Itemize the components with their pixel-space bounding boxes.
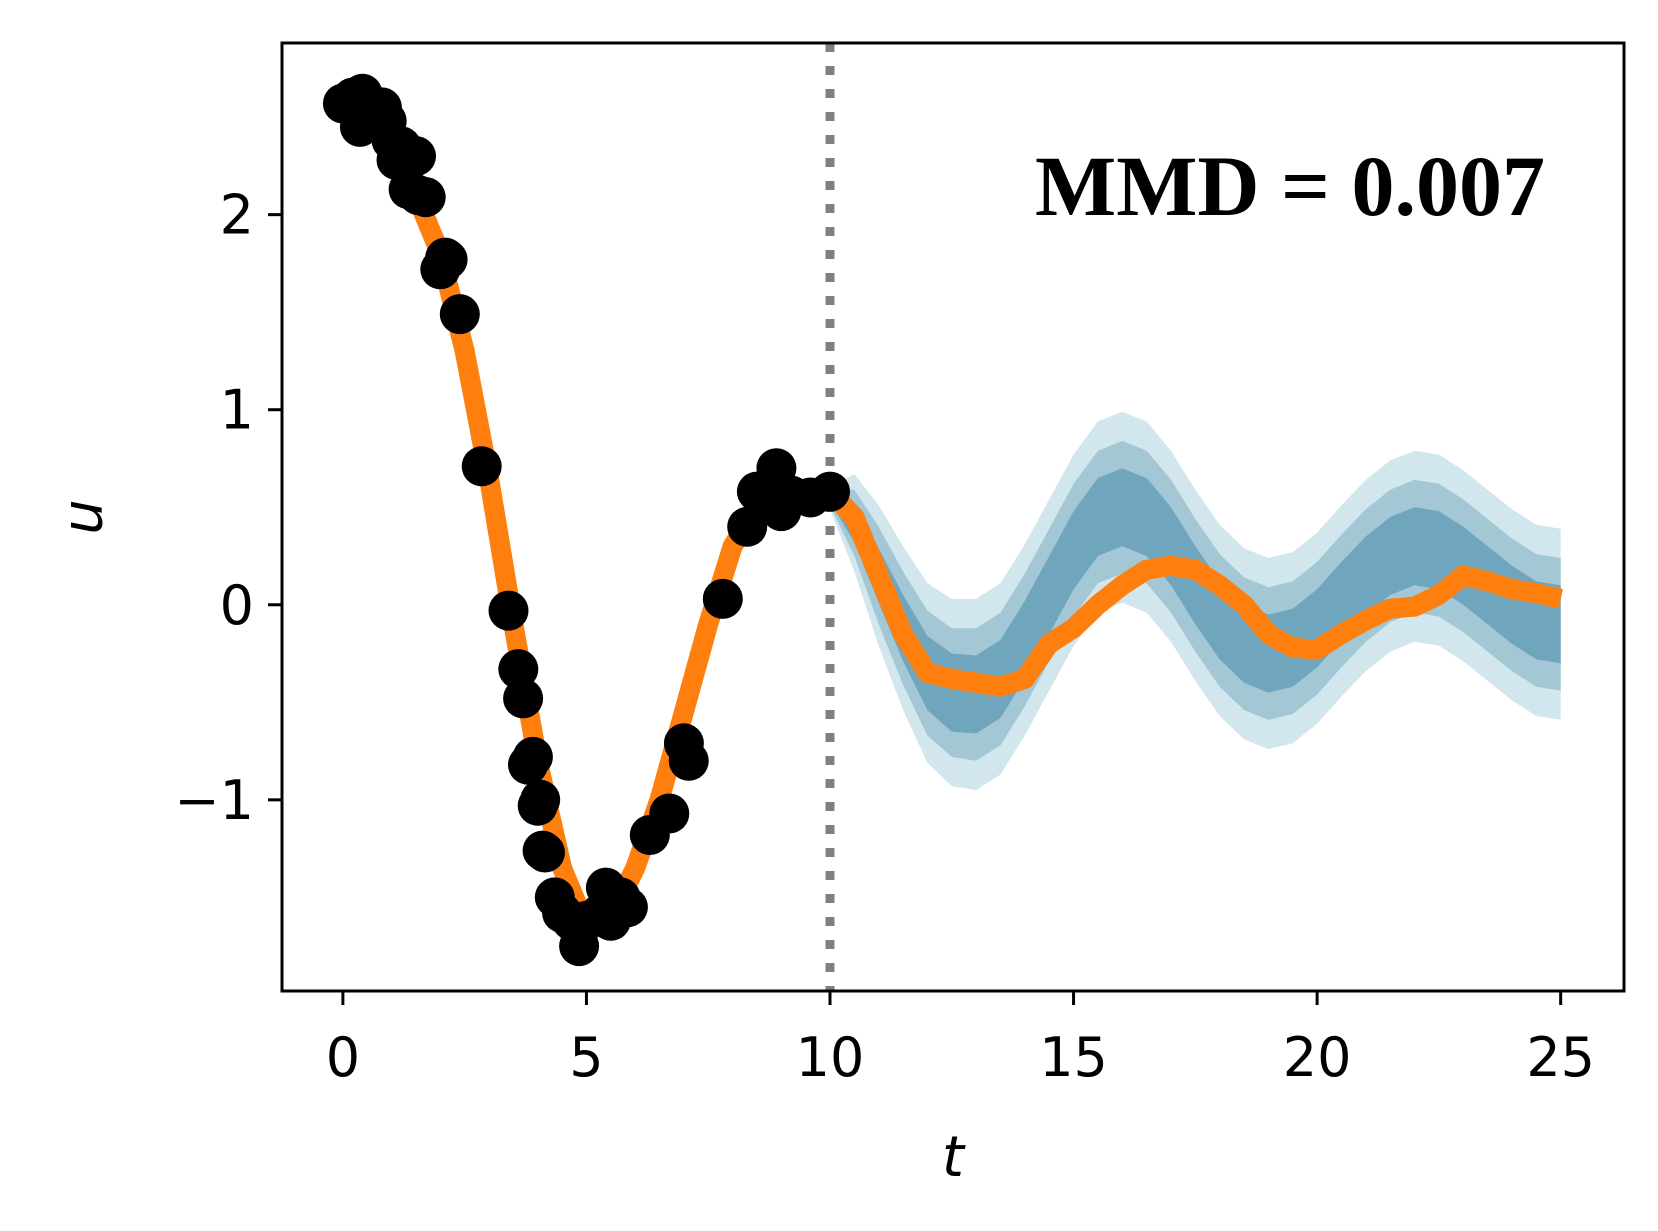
y-axis-label: u (51, 499, 116, 535)
y-tick-label: 0 (220, 574, 254, 637)
observation-point (649, 793, 690, 834)
x-tick-label: 0 (326, 1026, 360, 1089)
observation-point (396, 136, 436, 177)
observation-point (810, 471, 850, 512)
observation-point (503, 678, 544, 719)
observation-point (702, 578, 743, 619)
observation-point (425, 237, 466, 278)
plot-frame (280, 41, 1626, 993)
x-tick-label: 5 (569, 1026, 603, 1089)
band-inner (830, 468, 1561, 734)
observation-point (512, 736, 553, 777)
observation-point (607, 887, 648, 928)
y-tick-label: 2 (220, 184, 254, 247)
observation-point (461, 446, 502, 487)
x-axis-label: t (942, 1125, 966, 1190)
y-tick-label: −1 (174, 769, 254, 832)
x-tick-label: 25 (1526, 1026, 1595, 1089)
observation-point (405, 177, 446, 218)
observation-point (488, 590, 529, 631)
x-tick-label: 20 (1283, 1026, 1352, 1089)
observation-points (322, 73, 850, 967)
axis-ticks: 0 5 10 15 20 25 −1 0 1 2 (174, 184, 1595, 1089)
x-tick-label: 15 (1039, 1026, 1108, 1089)
y-tick-label: 1 (220, 379, 254, 442)
mmd-annotation: MMD = 0.007 (1035, 138, 1545, 234)
observation-point (525, 832, 565, 873)
x-tick-label: 10 (796, 1026, 865, 1089)
observation-point (439, 294, 480, 335)
observation-point (520, 779, 561, 820)
observation-point (668, 740, 709, 781)
